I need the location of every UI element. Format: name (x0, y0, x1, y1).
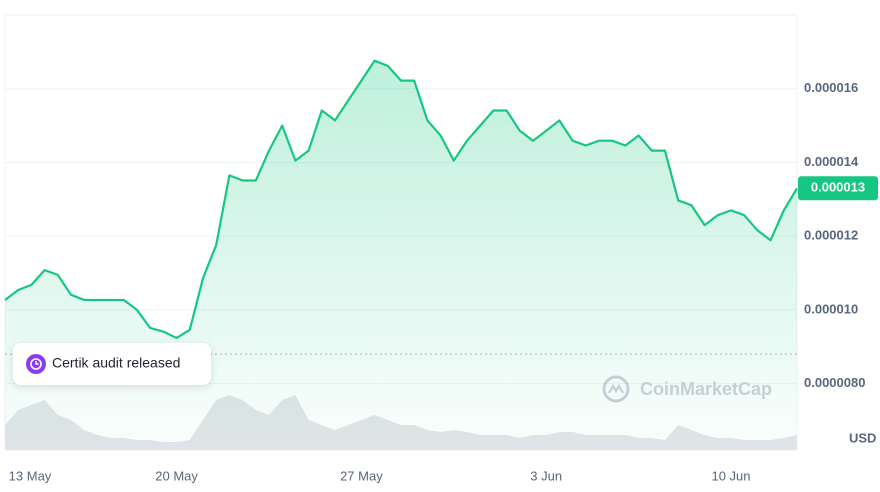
x-tick-label: 27 May (340, 468, 383, 483)
y-tick-label: 0.000014 (804, 154, 859, 169)
annotation-icon-face (30, 358, 42, 370)
price-badge-label: 0.000013 (811, 180, 865, 195)
currency-label: USD (849, 430, 876, 445)
y-tick-label: 0.000016 (804, 80, 858, 95)
x-tick-label: 10 Jun (711, 468, 750, 483)
x-tick-label: 13 May (9, 468, 52, 483)
watermark-logo-mark (608, 383, 624, 394)
watermark: CoinMarketCap (602, 375, 772, 403)
x-tick-label: 20 May (155, 468, 198, 483)
watermark-text: CoinMarketCap (640, 379, 772, 399)
annotation-text: Certik audit released (52, 355, 180, 371)
annotation-box (13, 343, 211, 385)
y-tick-label: 0.000010 (804, 301, 858, 316)
watermark-logo (602, 375, 630, 403)
y-tick-label: 0.0000080 (804, 375, 865, 390)
annotation-icon-hands (35, 361, 39, 365)
x-tick-label: 3 Jun (530, 468, 562, 483)
y-tick-label: 0.000012 (804, 228, 858, 243)
price-badge (798, 176, 878, 201)
price-line (4, 59, 798, 340)
